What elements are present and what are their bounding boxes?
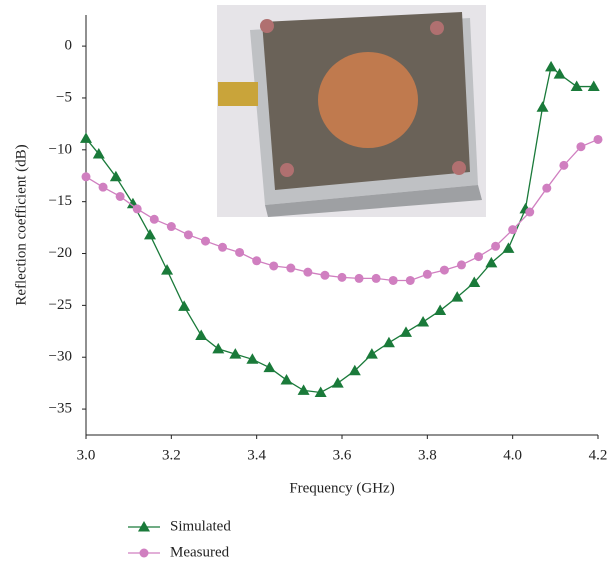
photo	[217, 5, 486, 217]
marker	[588, 81, 600, 92]
marker	[537, 101, 549, 112]
marker	[110, 171, 122, 182]
marker	[80, 132, 92, 143]
marker	[161, 264, 173, 275]
marker	[298, 384, 310, 395]
marker	[457, 260, 466, 269]
y-axis-title: Reflection coefficient (dB)	[13, 144, 29, 305]
marker	[235, 248, 244, 257]
marker	[508, 225, 517, 234]
marker	[150, 215, 159, 224]
legend-marker	[140, 549, 149, 558]
marker	[144, 229, 156, 240]
marker	[366, 348, 378, 359]
legend-label: Measured	[170, 544, 230, 560]
marker	[383, 337, 395, 348]
marker	[594, 135, 603, 144]
marker	[332, 377, 344, 388]
marker	[440, 266, 449, 275]
marker	[320, 271, 329, 280]
marker	[542, 184, 551, 193]
marker	[417, 316, 429, 327]
marker	[201, 237, 210, 246]
marker	[281, 374, 293, 385]
x-tick-label: 3.4	[247, 447, 266, 463]
marker	[525, 208, 534, 217]
marker	[491, 242, 500, 251]
x-tick-label: 4.2	[589, 447, 608, 463]
marker	[133, 204, 142, 213]
y-tick-label: −15	[49, 193, 72, 209]
marker	[116, 192, 125, 201]
marker	[571, 81, 583, 92]
marker	[400, 326, 412, 337]
marker	[212, 343, 224, 354]
marker	[502, 242, 514, 253]
x-axis-title: Frequency (GHz)	[289, 480, 394, 496]
marker	[474, 252, 483, 261]
y-tick-label: −10	[49, 141, 72, 157]
legend-marker	[138, 521, 150, 532]
y-tick-label: −35	[49, 401, 72, 417]
x-tick-label: 4.0	[503, 447, 522, 463]
marker	[252, 256, 261, 265]
y-tick-label: −20	[49, 245, 72, 261]
marker	[303, 268, 312, 277]
marker	[355, 274, 364, 283]
marker	[218, 243, 227, 252]
marker	[269, 261, 278, 270]
marker	[559, 161, 568, 170]
y-tick-label: 0	[65, 38, 73, 54]
marker	[389, 276, 398, 285]
chart: Reflection coefficient (dB) Frequency (G…	[0, 0, 612, 576]
marker	[286, 264, 295, 273]
y-tick-label: −25	[49, 297, 72, 313]
marker	[545, 61, 557, 72]
marker	[178, 300, 190, 311]
marker	[338, 273, 347, 282]
marker	[99, 183, 108, 192]
marker	[195, 329, 207, 340]
marker	[167, 222, 176, 231]
marker	[372, 274, 381, 283]
marker	[263, 362, 275, 373]
marker	[576, 142, 585, 151]
marker	[423, 270, 432, 279]
marker	[184, 230, 193, 239]
page: Reflection coefficient (dB) Frequency (G…	[0, 0, 612, 576]
legend-label: Simulated	[170, 518, 231, 534]
x-tick-label: 3.8	[418, 447, 437, 463]
marker	[82, 172, 91, 181]
x-tick-label: 3.2	[162, 447, 181, 463]
x-tick-label: 3.6	[333, 447, 352, 463]
marker	[434, 305, 446, 316]
y-tick-label: −30	[49, 349, 72, 365]
x-tick-label: 3.0	[77, 447, 96, 463]
marker	[406, 276, 415, 285]
y-tick-label: −5	[56, 89, 72, 105]
